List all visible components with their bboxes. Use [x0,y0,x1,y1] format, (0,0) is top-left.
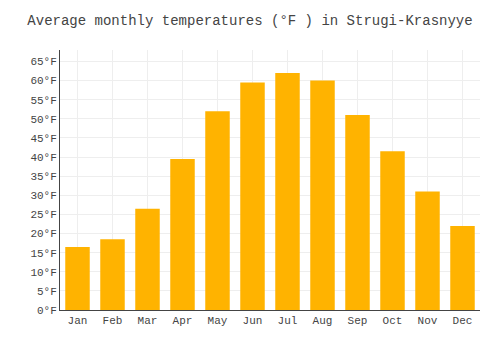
svg-text:45°F: 45°F [30,133,56,145]
svg-text:5°F: 5°F [37,286,57,298]
svg-text:Jul: Jul [278,315,298,327]
svg-text:20°F: 20°F [30,228,56,240]
svg-text:10°F: 10°F [30,267,56,279]
svg-text:0°F: 0°F [37,305,57,317]
svg-text:Sep: Sep [348,315,368,327]
svg-text:25°F: 25°F [30,209,56,221]
svg-text:Oct: Oct [383,315,403,327]
svg-text:50°F: 50°F [30,114,56,126]
svg-text:Aug: Aug [313,315,333,327]
svg-text:Mar: Mar [138,315,158,327]
svg-text:Nov: Nov [418,315,438,327]
svg-text:15°F: 15°F [30,248,56,260]
svg-text:Dec: Dec [453,315,473,327]
svg-text:Feb: Feb [103,315,123,327]
svg-text:Average monthly temperatures (: Average monthly temperatures (°F ) in St… [27,13,472,29]
svg-text:60°F: 60°F [30,75,56,87]
svg-text:Jun: Jun [243,315,263,327]
svg-text:40°F: 40°F [30,152,56,164]
svg-text:Jan: Jan [68,315,88,327]
svg-text:May: May [208,315,228,327]
svg-text:Apr: Apr [173,315,193,327]
svg-text:55°F: 55°F [30,95,56,107]
svg-text:30°F: 30°F [30,190,56,202]
svg-text:65°F: 65°F [30,56,56,68]
svg-text:35°F: 35°F [30,171,56,183]
